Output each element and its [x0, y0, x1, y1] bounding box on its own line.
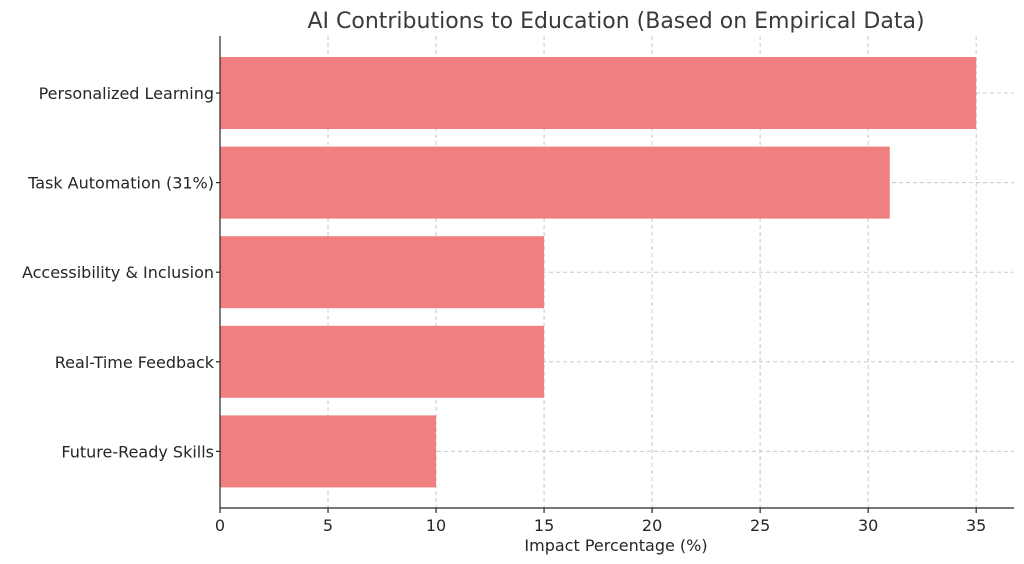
category-label: Accessibility & Inclusion: [22, 263, 214, 282]
bar: [220, 57, 977, 129]
category-labels: Personalized Learning Task Automation (31…: [22, 84, 215, 461]
bar: [220, 236, 545, 309]
x-tick-label: 5: [323, 516, 333, 535]
chart-title: AI Contributions to Education (Based on …: [307, 9, 924, 34]
x-tick-label: 10: [426, 516, 446, 535]
category-label: Personalized Learning: [39, 84, 214, 103]
x-axis-title: Impact Percentage (%): [524, 536, 707, 555]
x-tick-label: 25: [750, 516, 770, 535]
x-tick-labels: 0 5 10 15 20 25 30 35: [215, 516, 986, 535]
bars: [220, 57, 977, 488]
category-label: Future-Ready Skills: [61, 442, 214, 461]
bar: [220, 415, 437, 488]
x-tick-label: 0: [215, 516, 225, 535]
bar: [220, 325, 545, 398]
x-tick-label: 15: [534, 516, 554, 535]
x-tick-label: 35: [966, 516, 986, 535]
bar: [220, 146, 890, 219]
axes: [216, 36, 1014, 513]
category-label: Real-Time Feedback: [55, 353, 215, 372]
category-label: Task Automation (31%): [27, 174, 214, 193]
x-tick-label: 20: [642, 516, 662, 535]
x-tick-label: 30: [858, 516, 878, 535]
